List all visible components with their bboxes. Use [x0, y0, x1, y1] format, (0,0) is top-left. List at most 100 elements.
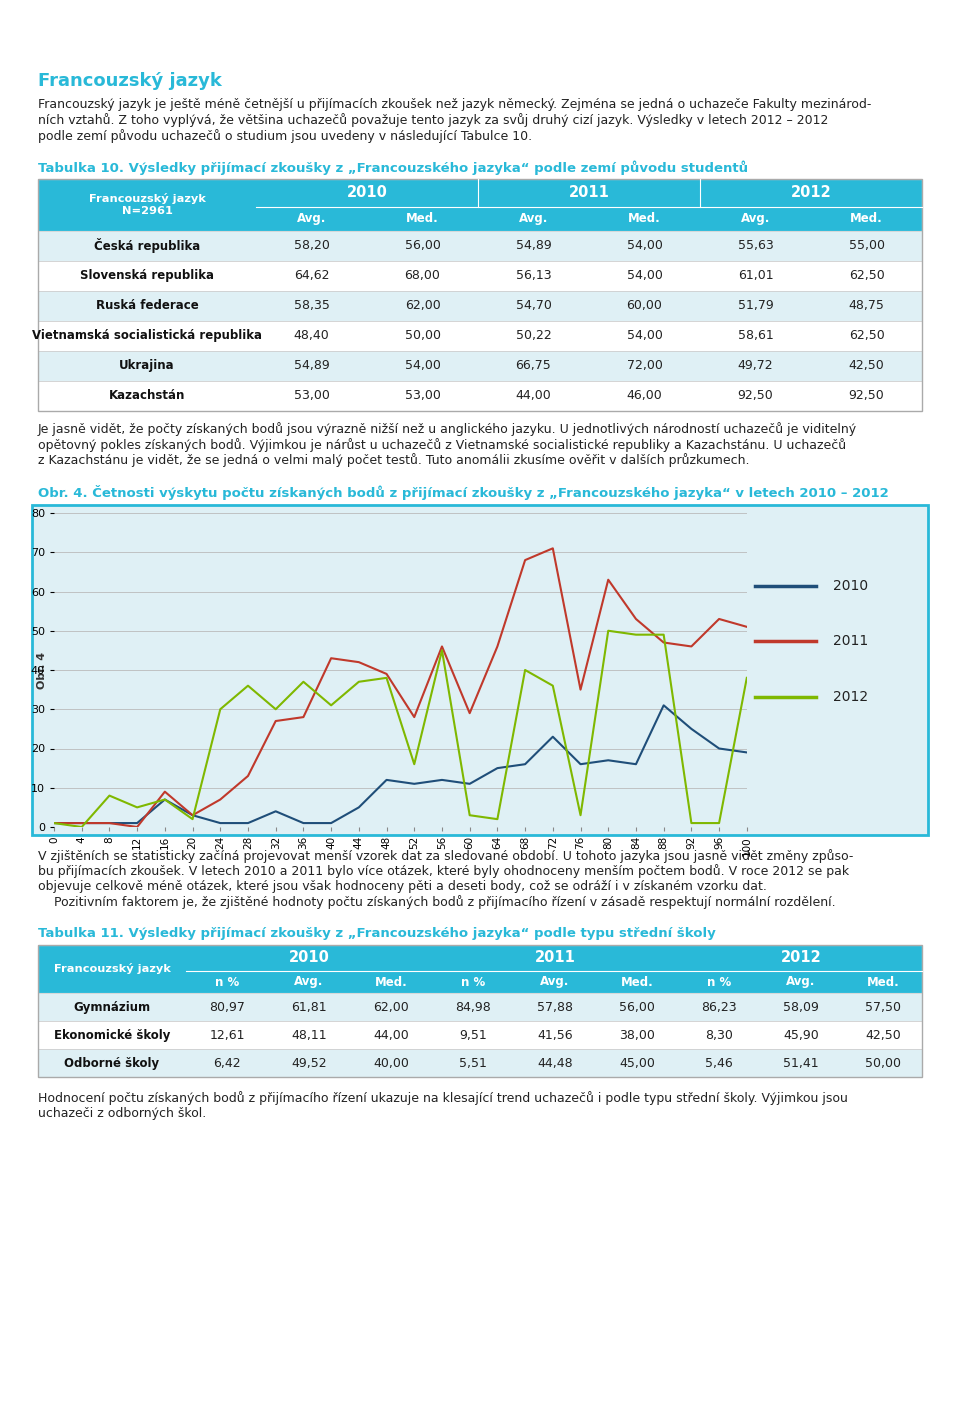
Text: 92,50: 92,50 [737, 388, 774, 402]
Text: Odborné školy: Odborné školy [64, 1057, 159, 1070]
Bar [38, 261, 922, 290]
Text: 6,42: 6,42 [213, 1057, 241, 1070]
Text: Vietnamská socialistická republika: Vietnamská socialistická republika [32, 329, 262, 342]
Text: Avg.: Avg. [518, 212, 548, 224]
Text: ních vztahů. Z toho vyplývá, že většina uchazečů považuje tento jazyk za svůj dr: ních vztahů. Z toho vyplývá, že většina … [38, 114, 828, 128]
Text: 57,88: 57,88 [537, 1001, 573, 1014]
Text: Obr. 4: Obr. 4 [37, 652, 47, 688]
Text: Je jasně vidět, že počty získaných bodů jsou výrazně nižší než u anglického jazy: Je jasně vidět, že počty získaných bodů … [38, 422, 857, 436]
Text: Med.: Med. [374, 976, 407, 988]
Text: 66,75: 66,75 [516, 359, 551, 372]
Text: Ekonomické školy: Ekonomické školy [54, 1029, 170, 1042]
Bar [38, 321, 922, 350]
Text: 50,00: 50,00 [404, 329, 441, 342]
Text: podle zemí původu uchazečů o studium jsou uvedeny v následující Tabulce 10.: podle zemí původu uchazečů o studium jso… [38, 129, 532, 143]
Text: 54,89: 54,89 [516, 238, 551, 252]
Text: Med.: Med. [406, 212, 439, 224]
Text: 8,30: 8,30 [705, 1029, 732, 1042]
Text: 2011: 2011 [535, 951, 575, 966]
Text: Francouzský jazyk
N=2961: Francouzský jazyk N=2961 [88, 193, 205, 216]
Text: 53,00: 53,00 [404, 388, 441, 402]
Text: 51,79: 51,79 [737, 299, 774, 313]
Text: 54,00: 54,00 [404, 359, 441, 372]
Text: 61,81: 61,81 [291, 1001, 326, 1014]
Text: 2011: 2011 [568, 185, 610, 200]
Text: 2012: 2012 [791, 185, 831, 200]
Text: Gymnázium: Gymnázium [73, 1001, 151, 1014]
Text: 44,00: 44,00 [516, 388, 551, 402]
Bar [38, 230, 922, 261]
Bar [38, 945, 922, 1077]
Text: Kazachstán: Kazachstán [108, 388, 185, 402]
Text: 2010: 2010 [347, 185, 388, 200]
Text: | 11: | 11 [901, 13, 939, 31]
Bar [38, 1049, 922, 1077]
Text: Ukrajina: Ukrajina [119, 359, 175, 372]
Bar [38, 178, 922, 230]
Text: bu přijímacích zkoušek. V letech 2010 a 2011 bylo více otázek, které byly ohodno: bu přijímacích zkoušek. V letech 2010 a … [38, 865, 850, 879]
Text: Med.: Med. [867, 976, 900, 988]
Text: 5,46: 5,46 [706, 1057, 732, 1070]
Text: Pozitivním faktorem je, že zjištěné hodnoty počtu získaných bodů z přijímacího ř: Pozitivním faktorem je, že zjištěné hodn… [38, 896, 835, 910]
Text: 62,50: 62,50 [849, 269, 884, 282]
Text: 62,00: 62,00 [404, 299, 441, 313]
Text: Med.: Med. [628, 212, 660, 224]
Text: 72,00: 72,00 [627, 359, 662, 372]
Text: 2012: 2012 [780, 951, 822, 966]
Text: uchazeči z odborných škol.: uchazeči z odborných škol. [38, 1106, 206, 1120]
Text: Avg.: Avg. [540, 976, 569, 988]
Text: Znalosti uchazečů o studium na VŠE: Znalosti uchazečů o studium na VŠE [21, 13, 359, 31]
Text: 42,50: 42,50 [865, 1029, 900, 1042]
Text: Avg.: Avg. [297, 212, 326, 224]
Bar [38, 945, 922, 993]
Text: 54,00: 54,00 [627, 269, 662, 282]
Text: 51,41: 51,41 [783, 1057, 819, 1070]
Bar [38, 993, 922, 1021]
Text: 60,00: 60,00 [627, 299, 662, 313]
Bar [32, 505, 928, 836]
Bar [38, 1021, 922, 1049]
Text: z Kazachstánu je vidět, že se jedná o velmi malý počet testů. Tuto anomálii zkus: z Kazachstánu je vidět, že se jedná o ve… [38, 453, 750, 467]
Text: 41,56: 41,56 [538, 1029, 573, 1042]
Text: Med.: Med. [851, 212, 883, 224]
Text: 62,50: 62,50 [849, 329, 884, 342]
Text: 58,35: 58,35 [294, 299, 329, 313]
Text: 58,61: 58,61 [737, 329, 774, 342]
Text: 54,89: 54,89 [294, 359, 329, 372]
Text: 49,72: 49,72 [737, 359, 774, 372]
Text: opětovný pokles získaných bodů. Výjimkou je nárůst u uchazečů z Vietnamské socia: opětovný pokles získaných bodů. Výjimkou… [38, 437, 846, 451]
Text: 92,50: 92,50 [849, 388, 884, 402]
Text: 2011: 2011 [833, 634, 869, 648]
Text: 40,00: 40,00 [373, 1057, 409, 1070]
Text: Tabulka 11. Výsledky přijímací zkoušky z „Francouzského jazyka“ podle typu střed: Tabulka 11. Výsledky přijímací zkoušky z… [38, 927, 716, 939]
Text: 5,51: 5,51 [459, 1057, 487, 1070]
Text: 61,01: 61,01 [737, 269, 774, 282]
Text: 58,09: 58,09 [783, 1001, 819, 1014]
Text: objevuje celkově méně otázek, které jsou však hodnoceny pěti a deseti body, což : objevuje celkově méně otázek, které jsou… [38, 880, 767, 893]
Text: Francouzský jazyk je ještě méně četnější u přijímacích zkoušek než jazyk německý: Francouzský jazyk je ještě méně četnější… [38, 98, 872, 111]
Text: 58,20: 58,20 [294, 238, 329, 252]
Text: 50,22: 50,22 [516, 329, 551, 342]
Text: n %: n % [461, 976, 485, 988]
Text: 2012: 2012 [833, 690, 869, 704]
Text: Tabulka 10. Výsledky přijímací zkoušky z „Francouzského jazyka“ podle zemí původ: Tabulka 10. Výsledky přijímací zkoušky z… [38, 160, 748, 175]
Text: 54,00: 54,00 [627, 329, 662, 342]
Text: 2010: 2010 [289, 951, 329, 966]
Text: 55,63: 55,63 [737, 238, 774, 252]
Text: 9,51: 9,51 [459, 1029, 487, 1042]
Text: 45,90: 45,90 [783, 1029, 819, 1042]
Text: 38,00: 38,00 [619, 1029, 655, 1042]
Text: Hodnocení počtu získaných bodů z přijímacího řízení ukazuje na klesající trend u: Hodnocení počtu získaných bodů z přijíma… [38, 1091, 848, 1105]
Text: 68,00: 68,00 [404, 269, 441, 282]
Text: 56,00: 56,00 [404, 238, 441, 252]
Text: n %: n % [707, 976, 732, 988]
Text: 50,00: 50,00 [865, 1057, 901, 1070]
Text: Avg.: Avg. [786, 976, 816, 988]
Text: n %: n % [215, 976, 239, 988]
Text: V zjištěních se statisticky začíná projevovat menší vzorek dat za sledované obdo: V zjištěních se statisticky začíná proje… [38, 850, 853, 864]
Text: Obr. 4. Četnosti výskytu počtu získaných bodů z přijímací zkoušky z „Francouzské: Obr. 4. Četnosti výskytu počtu získaných… [38, 485, 889, 501]
Text: 46,00: 46,00 [627, 388, 662, 402]
Text: 84,98: 84,98 [455, 1001, 491, 1014]
Text: 44,48: 44,48 [538, 1057, 573, 1070]
Text: Česká republika: Česká republika [94, 238, 200, 252]
